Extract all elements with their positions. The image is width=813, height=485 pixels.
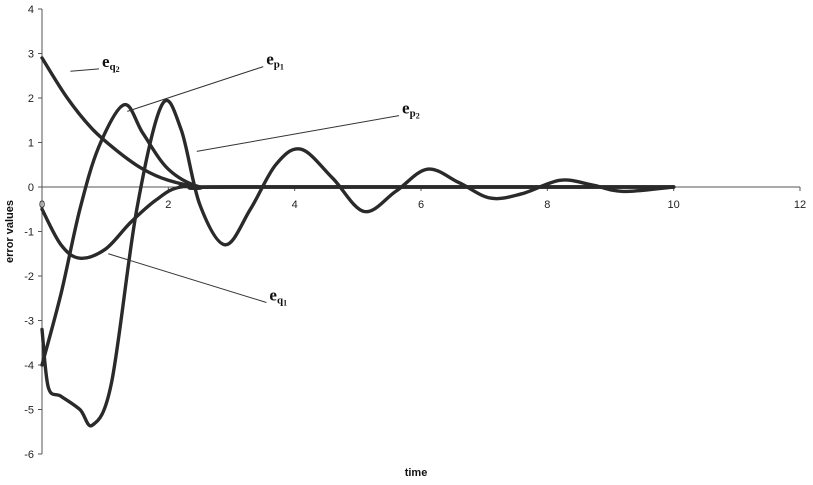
annotation-label-e-p1: ep1 [266, 50, 284, 72]
y-axis-label: error values [4, 200, 16, 263]
x-tick-label: 4 [292, 199, 298, 211]
y-tick-label: 3 [28, 49, 34, 61]
y-tick-label: 1 [28, 138, 34, 150]
annotation-leader [196, 115, 400, 152]
y-tick-label: -6 [24, 449, 34, 461]
series-line-e-p1 [40, 102, 676, 367]
y-tick-label: 0 [28, 182, 34, 194]
annotation-label-e-q2: eq2 [102, 52, 120, 74]
annotation-label-e-p2: ep2 [402, 99, 420, 121]
x-axis-label: time [405, 467, 428, 479]
y-tick-label: -2 [24, 271, 34, 283]
y-tick-label: -4 [24, 360, 34, 372]
annotation-leader [70, 68, 100, 72]
y-tick-label: -5 [24, 405, 34, 417]
y-tick-label: -1 [24, 227, 34, 239]
x-tick-label: 12 [794, 199, 806, 211]
x-tick-label: 10 [668, 199, 680, 211]
annotation-label-e-q1: eq1 [269, 285, 287, 307]
x-tick-label: 8 [544, 199, 550, 211]
annotation-leader [108, 253, 267, 303]
series-line-e-q1 [40, 184, 676, 260]
y-tick-label: 4 [28, 4, 34, 16]
x-tick-label: 6 [418, 199, 424, 211]
x-tick-label: 0 [39, 199, 45, 211]
chart-annotations: eq2 ep1 ep2 eq1 [70, 50, 420, 307]
x-tick-label: 2 [165, 199, 171, 211]
annotation-leader [127, 66, 264, 112]
chart-series [40, 56, 676, 428]
y-tick-label: 2 [28, 93, 34, 105]
y-tick-label: -3 [24, 316, 34, 328]
series-line-e-p2 [40, 98, 676, 428]
